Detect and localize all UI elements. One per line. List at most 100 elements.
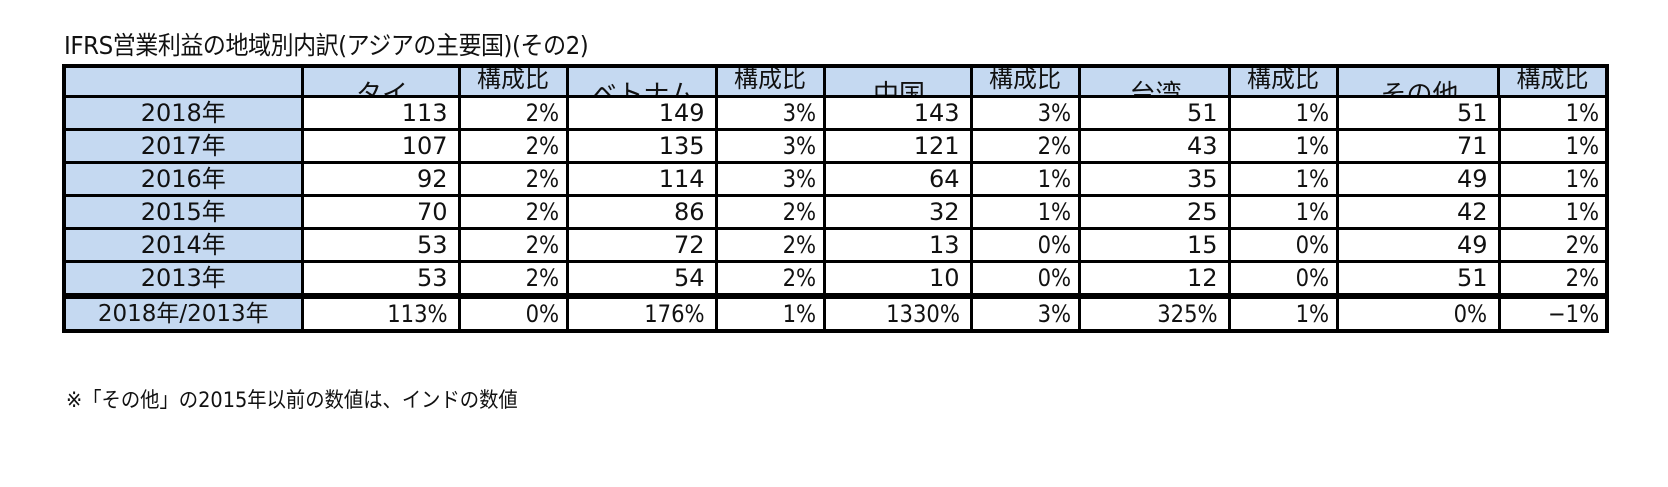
value-cell: 64 xyxy=(822,160,973,197)
header-row: タイ 構成比 ベトナム 構成比 中国 構成比 台湾 構成比 その他 構成比 xyxy=(62,64,1609,98)
ratio-cell: 1% xyxy=(1497,94,1609,131)
value-cell: 121 xyxy=(822,127,973,164)
value-cell: 15 xyxy=(1077,226,1231,263)
ratio-cell: 1% xyxy=(969,160,1081,197)
value-cell: 32 xyxy=(822,193,973,230)
ratio-cell: 0% xyxy=(1227,226,1339,263)
value-cell: 12 xyxy=(1077,259,1231,297)
column-name: タイ xyxy=(355,80,408,96)
value-cell: 10 xyxy=(822,259,973,297)
value-cell: 49 xyxy=(1335,226,1501,263)
value-cell: 107 xyxy=(300,127,461,164)
value-cell: 86 xyxy=(565,193,718,230)
value-cell: 114 xyxy=(565,160,718,197)
regional-profit-table: タイ 構成比 ベトナム 構成比 中国 構成比 台湾 構成比 その他 構成比 20… xyxy=(62,64,1609,333)
value-cell: 35 xyxy=(1077,160,1231,197)
ratio-cell: 2% xyxy=(457,226,569,263)
row-label: 2016年 xyxy=(62,160,304,197)
ratio-cell: 0% xyxy=(969,226,1081,263)
column-sub-ratio: 構成比 xyxy=(1227,69,1334,93)
value-cell: 49 xyxy=(1335,160,1501,197)
ratio-cell: 2% xyxy=(1497,259,1609,297)
ratio-cell: 1% xyxy=(714,292,826,332)
value-cell: 135 xyxy=(565,127,718,164)
ratio-cell: 3% xyxy=(969,94,1081,131)
ratio-cell: 1% xyxy=(969,193,1081,230)
ratio-cell: 1% xyxy=(1227,127,1339,164)
value-cell: 51 xyxy=(1077,94,1231,131)
ratio-cell: 1% xyxy=(1227,94,1339,131)
value-cell: 149 xyxy=(565,94,718,131)
value-cell: 176% xyxy=(565,292,718,332)
value-cell: 51 xyxy=(1335,94,1501,131)
ratio-cell: 1% xyxy=(1227,160,1339,197)
ratio-cell: 2% xyxy=(457,94,569,131)
column-sub-ratio: 構成比 xyxy=(969,69,1076,93)
row-label: 2018年/2013年 xyxy=(62,292,304,332)
table-row: 2015年 70 2% 86 2% 32 1% 25 1% 42 1% xyxy=(62,193,1609,230)
value-cell: 54 xyxy=(565,259,718,297)
ratio-cell: 2% xyxy=(457,160,569,197)
ratio-cell: 2% xyxy=(714,226,826,263)
value-cell: 113 xyxy=(300,94,461,131)
table-row: 2018年 113 2% 149 3% 143 3% 51 1% 51 1% xyxy=(62,94,1609,131)
row-label: 2017年 xyxy=(62,127,304,164)
header-taiwan: 台湾 構成比 xyxy=(1077,64,1339,98)
ratio-cell: 2% xyxy=(457,127,569,164)
column-sub-ratio: 構成比 xyxy=(457,69,564,93)
value-cell: 72 xyxy=(565,226,718,263)
table-row: 2013年 53 2% 54 2% 10 0% 12 0% 51 2% xyxy=(62,259,1609,297)
header-others: その他 構成比 xyxy=(1335,64,1609,98)
row-label: 2015年 xyxy=(62,193,304,230)
ratio-cell: 0% xyxy=(969,259,1081,297)
row-label: 2018年 xyxy=(62,94,304,131)
table-title: IFRS営業利益の地域別内訳(アジアの主要国)(その2) xyxy=(64,31,589,60)
ratio-cell: 2% xyxy=(457,193,569,230)
value-cell: 143 xyxy=(822,94,973,131)
header-corner-cell xyxy=(62,64,304,98)
header-thailand: タイ 構成比 xyxy=(300,64,569,98)
header-china: 中国 構成比 xyxy=(822,64,1081,98)
row-label: 2013年 xyxy=(62,259,304,297)
column-sub-ratio: 構成比 xyxy=(1497,69,1604,93)
ratio-cell: 1% xyxy=(1497,193,1609,230)
value-cell: 53 xyxy=(300,226,461,263)
ratio-cell: 0% xyxy=(457,292,569,332)
ratio-cell: −1% xyxy=(1497,292,1609,332)
ratio-cell: 1% xyxy=(1227,193,1339,230)
column-sub-ratio: 構成比 xyxy=(714,69,821,93)
value-cell: 25 xyxy=(1077,193,1231,230)
value-cell: 13 xyxy=(822,226,973,263)
ratio-cell: 2% xyxy=(457,259,569,297)
ratio-cell: 3% xyxy=(714,94,826,131)
value-cell: 0% xyxy=(1335,292,1501,332)
value-cell: 53 xyxy=(300,259,461,297)
row-label: 2014年 xyxy=(62,226,304,263)
ratio-cell: 1% xyxy=(1227,292,1339,332)
value-cell: 43 xyxy=(1077,127,1231,164)
value-cell: 71 xyxy=(1335,127,1501,164)
value-cell: 51 xyxy=(1335,259,1501,297)
value-cell: 325% xyxy=(1077,292,1231,332)
ratio-cell: 3% xyxy=(714,127,826,164)
value-cell: 42 xyxy=(1335,193,1501,230)
table-row: 2014年 53 2% 72 2% 13 0% 15 0% 49 2% xyxy=(62,226,1609,263)
ratio-cell: 2% xyxy=(969,127,1081,164)
summary-row: 2018年/2013年 113% 0% 176% 1% 1330% 3% 325… xyxy=(62,292,1609,332)
column-name: ベトナム xyxy=(591,80,695,96)
value-cell: 92 xyxy=(300,160,461,197)
value-cell: 70 xyxy=(300,193,461,230)
ratio-cell: 1% xyxy=(1497,127,1609,164)
ratio-cell: 2% xyxy=(714,259,826,297)
value-cell: 113% xyxy=(300,292,461,332)
ratio-cell: 0% xyxy=(1227,259,1339,297)
ratio-cell: 2% xyxy=(714,193,826,230)
ratio-cell: 3% xyxy=(714,160,826,197)
table-row: 2017年 107 2% 135 3% 121 2% 43 1% 71 1% xyxy=(62,127,1609,164)
value-cell: 1330% xyxy=(822,292,973,332)
ratio-cell: 3% xyxy=(969,292,1081,332)
table-row: 2016年 92 2% 114 3% 64 1% 35 1% 49 1% xyxy=(62,160,1609,197)
footnote: ※「その他」の2015年以前の数値は、インドの数値 xyxy=(66,388,518,412)
column-name: 中国 xyxy=(872,80,925,96)
ratio-cell: 1% xyxy=(1497,160,1609,197)
